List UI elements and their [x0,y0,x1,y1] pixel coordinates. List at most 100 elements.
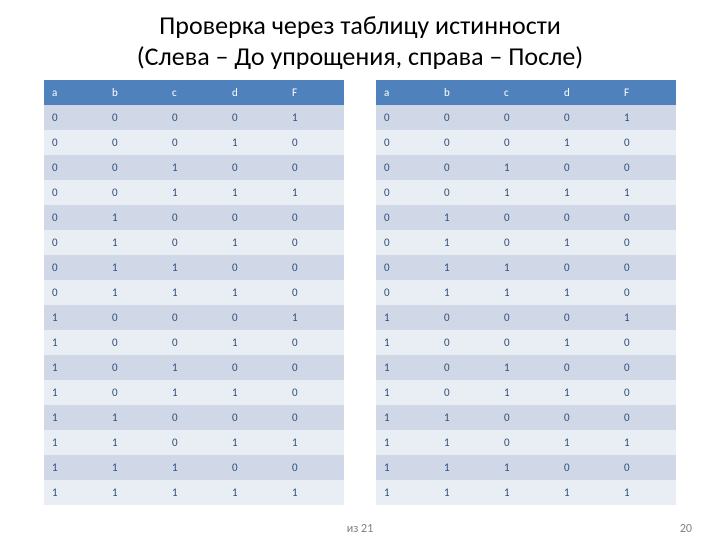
cell: 0 [376,130,436,155]
cell: 1 [44,330,104,355]
cell: 1 [436,255,496,280]
cell: 0 [436,130,496,155]
slide: Проверка через таблицу истинности (Слева… [0,0,720,540]
cell: 0 [616,130,676,155]
cell: 1 [496,380,556,405]
cell: 0 [104,105,164,130]
cell: 0 [104,155,164,180]
cell: 0 [616,205,676,230]
cell: 1 [44,405,104,430]
cell: 1 [436,230,496,255]
cell: 0 [164,230,224,255]
cell: 0 [436,330,496,355]
cell: 1 [556,230,616,255]
cell: 1 [556,180,616,205]
cell: 1 [496,155,556,180]
cell: 1 [44,355,104,380]
cell: 1 [556,480,616,505]
col-header-c: c [164,80,224,105]
cell: 1 [44,430,104,455]
table-row: 00001 [44,105,344,130]
cell: 0 [164,330,224,355]
cell: 0 [436,305,496,330]
col-header-b: b [104,80,164,105]
cell: 1 [496,355,556,380]
cell: 1 [496,255,556,280]
cell: 1 [556,380,616,405]
title-line2: (Слева – До упрощения, справа – После) [137,40,583,72]
cell: 1 [376,305,436,330]
cell: 1 [616,430,676,455]
cell: 0 [496,330,556,355]
table-row: 00010 [44,130,344,155]
col-header-f: F [616,80,676,105]
cell: 0 [556,455,616,480]
cell: 1 [376,380,436,405]
cell: 0 [496,130,556,155]
col-header-a: a [44,80,104,105]
table-row: 11000 [376,405,676,430]
table-row: 01000 [44,205,344,230]
cell: 1 [556,330,616,355]
cell: 1 [44,380,104,405]
slide-title: Проверка через таблицу истинности (Слева… [20,10,700,72]
cell: 1 [164,480,224,505]
cell: 1 [436,430,496,455]
cell: 0 [496,205,556,230]
cell: 0 [556,355,616,380]
cell: 0 [616,255,676,280]
footer-page-number: 20 [680,522,692,536]
cell: 0 [284,155,344,180]
table-row: 11000 [44,405,344,430]
table-row: 11011 [44,430,344,455]
table-row: 01110 [44,280,344,305]
cell: 1 [376,455,436,480]
table-row: 10010 [44,330,344,355]
cell: 1 [44,480,104,505]
cell: 0 [104,355,164,380]
cell: 1 [44,305,104,330]
cell: 1 [376,330,436,355]
table-row: 01010 [376,230,676,255]
cell: 1 [556,280,616,305]
cell: 0 [376,105,436,130]
cell: 1 [104,255,164,280]
table-row: 00111 [376,180,676,205]
cell: 1 [224,380,284,405]
cell: 0 [44,255,104,280]
table-row: 00111 [44,180,344,205]
cell: 1 [436,280,496,305]
col-header-d: d [556,80,616,105]
cell: 0 [376,230,436,255]
cell: 1 [436,405,496,430]
cell: 0 [556,405,616,430]
cell: 1 [164,355,224,380]
cell: 1 [436,455,496,480]
cell: 1 [224,330,284,355]
table-row: 01010 [44,230,344,255]
cell: 0 [44,230,104,255]
cell: 0 [616,405,676,430]
cell: 0 [556,205,616,230]
cell: 1 [104,405,164,430]
cell: 0 [224,405,284,430]
cell: 0 [104,330,164,355]
cell: 1 [376,405,436,430]
table-row: 11100 [44,455,344,480]
cell: 0 [284,405,344,430]
cell: 1 [436,205,496,230]
cell: 0 [104,180,164,205]
cell: 0 [224,255,284,280]
cell: 1 [164,280,224,305]
cell: 0 [44,155,104,180]
cell: 1 [164,455,224,480]
cell: 0 [556,255,616,280]
table-row: 01110 [376,280,676,305]
cell: 1 [224,230,284,255]
table-row: 10110 [44,380,344,405]
cell: 0 [556,105,616,130]
cell: 0 [44,280,104,305]
cell: 1 [104,480,164,505]
table-row: 00100 [44,155,344,180]
cell: 0 [436,380,496,405]
